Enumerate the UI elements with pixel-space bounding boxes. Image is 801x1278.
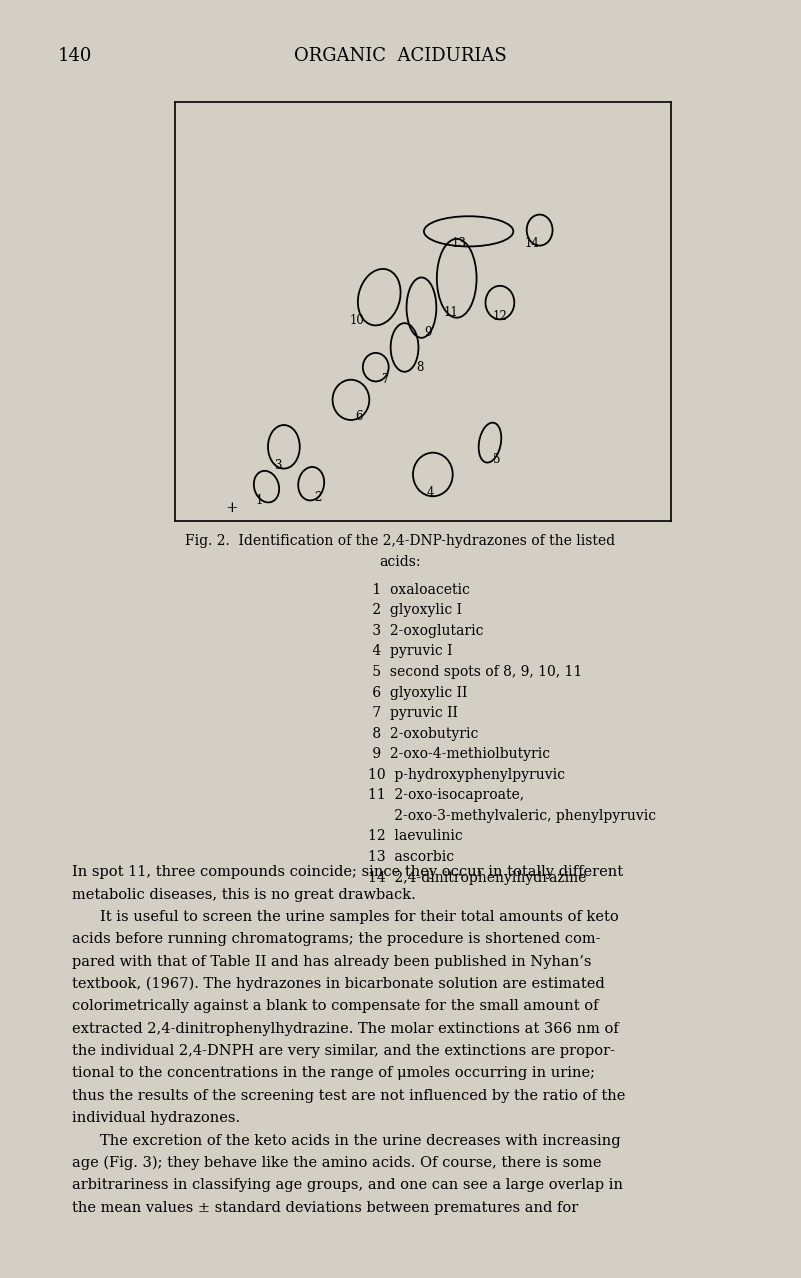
Text: ORGANIC  ACIDURIAS: ORGANIC ACIDURIAS (294, 47, 507, 65)
Text: 14: 14 (525, 236, 540, 250)
Text: 1  oxaloacetic: 1 oxaloacetic (368, 583, 470, 597)
Text: The excretion of the keto acids in the urine decreases with increasing: The excretion of the keto acids in the u… (100, 1134, 621, 1148)
Text: 6  glyoxylic II: 6 glyoxylic II (368, 685, 468, 699)
Text: +: + (225, 501, 238, 515)
Text: the mean values ± standard deviations between prematures and for: the mean values ± standard deviations be… (72, 1201, 578, 1214)
Text: tional to the concentrations in the range of μmoles occurring in urine;: tional to the concentrations in the rang… (72, 1066, 595, 1080)
Text: 10  p-hydroxyphenylpyruvic: 10 p-hydroxyphenylpyruvic (368, 768, 566, 782)
Text: 9  2-oxo-4-methiolbutyric: 9 2-oxo-4-methiolbutyric (368, 748, 550, 762)
Text: 7  pyruvic II: 7 pyruvic II (368, 705, 458, 720)
Text: It is useful to screen the urine samples for their total amounts of keto: It is useful to screen the urine samples… (100, 910, 619, 924)
Text: 13  ascorbic: 13 ascorbic (368, 850, 455, 864)
Text: 12: 12 (493, 309, 507, 322)
Text: 4  pyruvic I: 4 pyruvic I (368, 644, 453, 658)
Text: 5: 5 (493, 452, 500, 466)
Text: the individual 2,4-DNPH are very similar, and the extinctions are propor-: the individual 2,4-DNPH are very similar… (72, 1044, 615, 1058)
Text: In spot 11, three compounds coincide; since they occur in totally different: In spot 11, three compounds coincide; si… (72, 865, 623, 879)
Text: 10: 10 (349, 313, 364, 327)
Text: 2-oxo-3-methylvaleric, phenylpyruvic: 2-oxo-3-methylvaleric, phenylpyruvic (368, 809, 657, 823)
Text: 2: 2 (314, 491, 321, 504)
Text: 5  second spots of 8, 9, 10, 11: 5 second spots of 8, 9, 10, 11 (368, 665, 582, 679)
Text: pared with that of Table II and has already been published in Nyhan’s: pared with that of Table II and has alre… (72, 955, 592, 969)
Text: 140: 140 (58, 47, 92, 65)
Text: thus the results of the screening test are not influenced by the ratio of the: thus the results of the screening test a… (72, 1089, 626, 1103)
Text: 2  glyoxylic I: 2 glyoxylic I (368, 603, 462, 617)
Text: 3: 3 (274, 459, 282, 472)
Text: 11: 11 (444, 307, 458, 320)
Text: 4: 4 (427, 487, 435, 500)
Text: 9: 9 (425, 326, 432, 339)
Text: acids before running chromatograms; the procedure is shortened com-: acids before running chromatograms; the … (72, 933, 601, 946)
Text: 13: 13 (451, 238, 466, 250)
Text: 6: 6 (356, 410, 363, 423)
Text: extracted 2,4-dinitrophenylhydrazine. The molar extinctions at 366 nm of: extracted 2,4-dinitrophenylhydrazine. Th… (72, 1022, 619, 1035)
Text: age (Fig. 3); they behave like the amino acids. Of course, there is some: age (Fig. 3); they behave like the amino… (72, 1157, 602, 1171)
Text: 12  laevulinic: 12 laevulinic (368, 829, 463, 843)
Text: 7: 7 (382, 373, 390, 386)
Text: 1: 1 (256, 495, 263, 507)
Text: metabolic diseases, this is no great drawback.: metabolic diseases, this is no great dra… (72, 887, 416, 901)
Text: 14  2,4-dinitrophenylhydrazine: 14 2,4-dinitrophenylhydrazine (368, 870, 587, 884)
Text: Fig. 2.  Identification of the 2,4-DNP-hydrazones of the listed: Fig. 2. Identification of the 2,4-DNP-hy… (186, 534, 615, 548)
Text: textbook, (1967). The hydrazones in bicarbonate solution are estimated: textbook, (1967). The hydrazones in bica… (72, 976, 605, 992)
Text: individual hydrazones.: individual hydrazones. (72, 1111, 240, 1125)
Text: 8  2-oxobutyric: 8 2-oxobutyric (368, 727, 479, 741)
Text: 3  2-oxoglutaric: 3 2-oxoglutaric (368, 624, 484, 638)
Text: 11  2-oxo-isocaproate,: 11 2-oxo-isocaproate, (368, 789, 525, 803)
Text: arbitrariness in classifying age groups, and one can see a large overlap in: arbitrariness in classifying age groups,… (72, 1178, 623, 1192)
Text: colorimetrically against a blank to compensate for the small amount of: colorimetrically against a blank to comp… (72, 999, 598, 1013)
Text: 8: 8 (416, 360, 424, 373)
Text: acids:: acids: (380, 555, 421, 569)
